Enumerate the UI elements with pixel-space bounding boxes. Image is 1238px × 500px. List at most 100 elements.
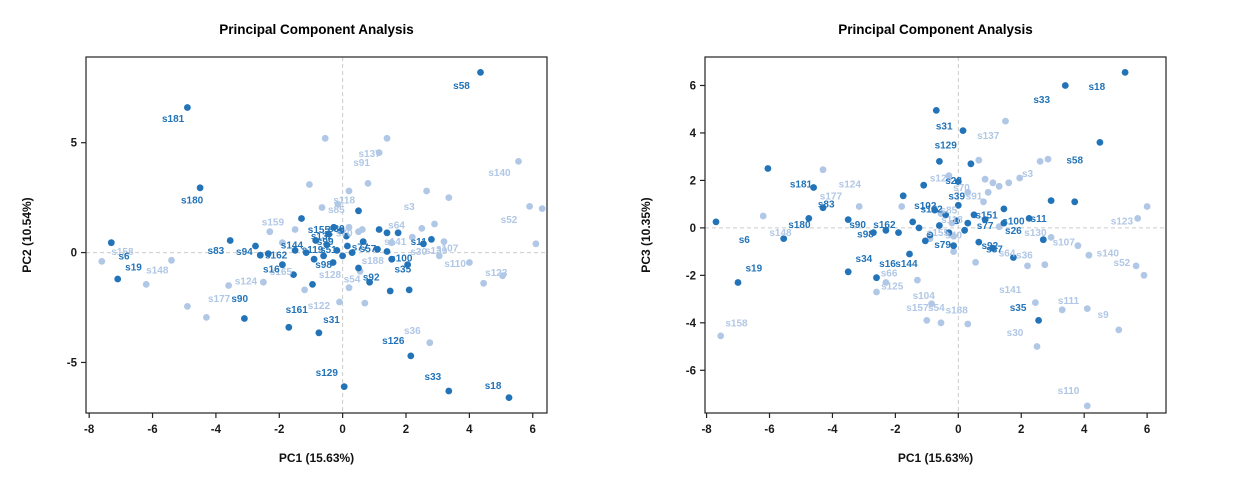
data-point	[266, 228, 274, 236]
data-point	[810, 184, 817, 191]
point-label: s99	[317, 237, 334, 248]
x-tick-label: -8	[701, 424, 712, 436]
point-label: s118	[333, 195, 355, 206]
data-point	[895, 229, 902, 237]
point-label: s58	[1066, 156, 1083, 167]
point-label: s128	[930, 174, 953, 185]
data-point	[882, 226, 890, 234]
data-point	[915, 224, 923, 232]
point-label: s39	[948, 191, 965, 202]
point-label: s37	[986, 245, 1003, 256]
data-point	[1041, 261, 1049, 269]
point-label: s100	[1002, 216, 1025, 227]
data-point	[343, 232, 350, 240]
data-point	[279, 239, 286, 247]
point-label: s31	[936, 121, 953, 132]
point-label: s90	[849, 220, 866, 231]
data-point	[764, 165, 772, 172]
data-point	[1071, 198, 1079, 206]
data-point	[366, 278, 373, 286]
data-point	[361, 299, 369, 307]
data-point	[855, 203, 863, 210]
data-point	[435, 252, 443, 260]
point-label: s57	[360, 244, 377, 255]
point-label: s9	[1098, 310, 1110, 321]
data-point	[964, 188, 972, 196]
data-point	[914, 276, 921, 284]
data-point	[386, 287, 394, 295]
point-label: s165	[270, 267, 293, 278]
data-point	[318, 204, 326, 211]
x-tick-label: -4	[211, 424, 222, 436]
data-point	[355, 264, 362, 272]
pca-panel-pc1-pc2: -8 -6 -4 -2 0 2 4 6 -5 0 5 s137 s91 s140 s52 s3 s118 s85 s…	[20, 22, 548, 465]
data-point	[780, 235, 788, 243]
point-label: s92	[363, 272, 380, 283]
data-point	[1047, 234, 1055, 241]
point-label: s118	[941, 215, 963, 226]
data-point	[532, 240, 540, 248]
point-label: s77	[977, 221, 994, 232]
x-tick-label: 4	[1081, 424, 1088, 436]
x-tick-label: 2	[1018, 424, 1024, 436]
plot-border	[85, 56, 548, 414]
data-point	[337, 227, 345, 235]
data-point	[291, 247, 299, 254]
data-point	[1083, 305, 1091, 312]
data-point	[344, 242, 351, 250]
point-label: s98	[857, 229, 874, 240]
point-label: s132	[311, 232, 334, 243]
data-point	[348, 249, 356, 256]
data-point	[953, 217, 961, 225]
plot-title: Principal Component Analysis	[838, 22, 1033, 37]
data-point	[260, 278, 267, 286]
data-point	[870, 229, 877, 237]
point-label: s52	[1114, 258, 1131, 269]
data-point	[1010, 254, 1017, 261]
point-label: s26	[1005, 226, 1022, 237]
point-label: s94	[236, 247, 253, 258]
data-point	[226, 237, 234, 244]
point-label: s144	[895, 259, 918, 270]
data-point	[445, 387, 453, 395]
data-point	[375, 226, 383, 233]
point-label: s158	[111, 247, 134, 258]
data-point	[937, 319, 945, 327]
data-point	[426, 339, 434, 347]
point-label: s180	[788, 220, 811, 231]
point-label: s6	[739, 235, 751, 246]
data-point	[1074, 242, 1082, 250]
point-label: s92	[981, 241, 998, 252]
y-tick-label: 0	[71, 248, 77, 260]
point-label: s30	[1007, 328, 1024, 339]
point-label: s28	[945, 176, 962, 187]
x-tick-label: -4	[827, 424, 838, 436]
x-tick-label: -2	[890, 424, 900, 436]
data-point	[1143, 203, 1151, 210]
point-label: s33	[1033, 95, 1050, 106]
data-point	[420, 240, 427, 248]
data-point	[805, 215, 813, 222]
data-point	[394, 229, 402, 237]
data-point	[759, 212, 767, 220]
data-point	[374, 245, 381, 253]
point-label: s58	[453, 81, 470, 92]
point-label: s36	[1016, 251, 1033, 262]
data-point	[330, 223, 338, 231]
point-label: s159	[262, 217, 285, 228]
y-tick-label: 6	[690, 80, 696, 92]
data-point	[285, 323, 293, 331]
point-label: s64	[999, 248, 1016, 259]
y-tick-label: 5	[71, 138, 78, 150]
data-point	[383, 134, 391, 142]
point-label: s77	[352, 243, 369, 254]
point-label: s79	[934, 240, 951, 251]
point-label: s188	[946, 305, 969, 316]
data-point	[981, 216, 989, 224]
data-point	[408, 233, 416, 241]
data-point	[926, 231, 934, 239]
data-point	[954, 201, 962, 209]
point-label: s19	[125, 262, 142, 273]
data-point	[1083, 402, 1091, 410]
data-point	[954, 178, 962, 186]
